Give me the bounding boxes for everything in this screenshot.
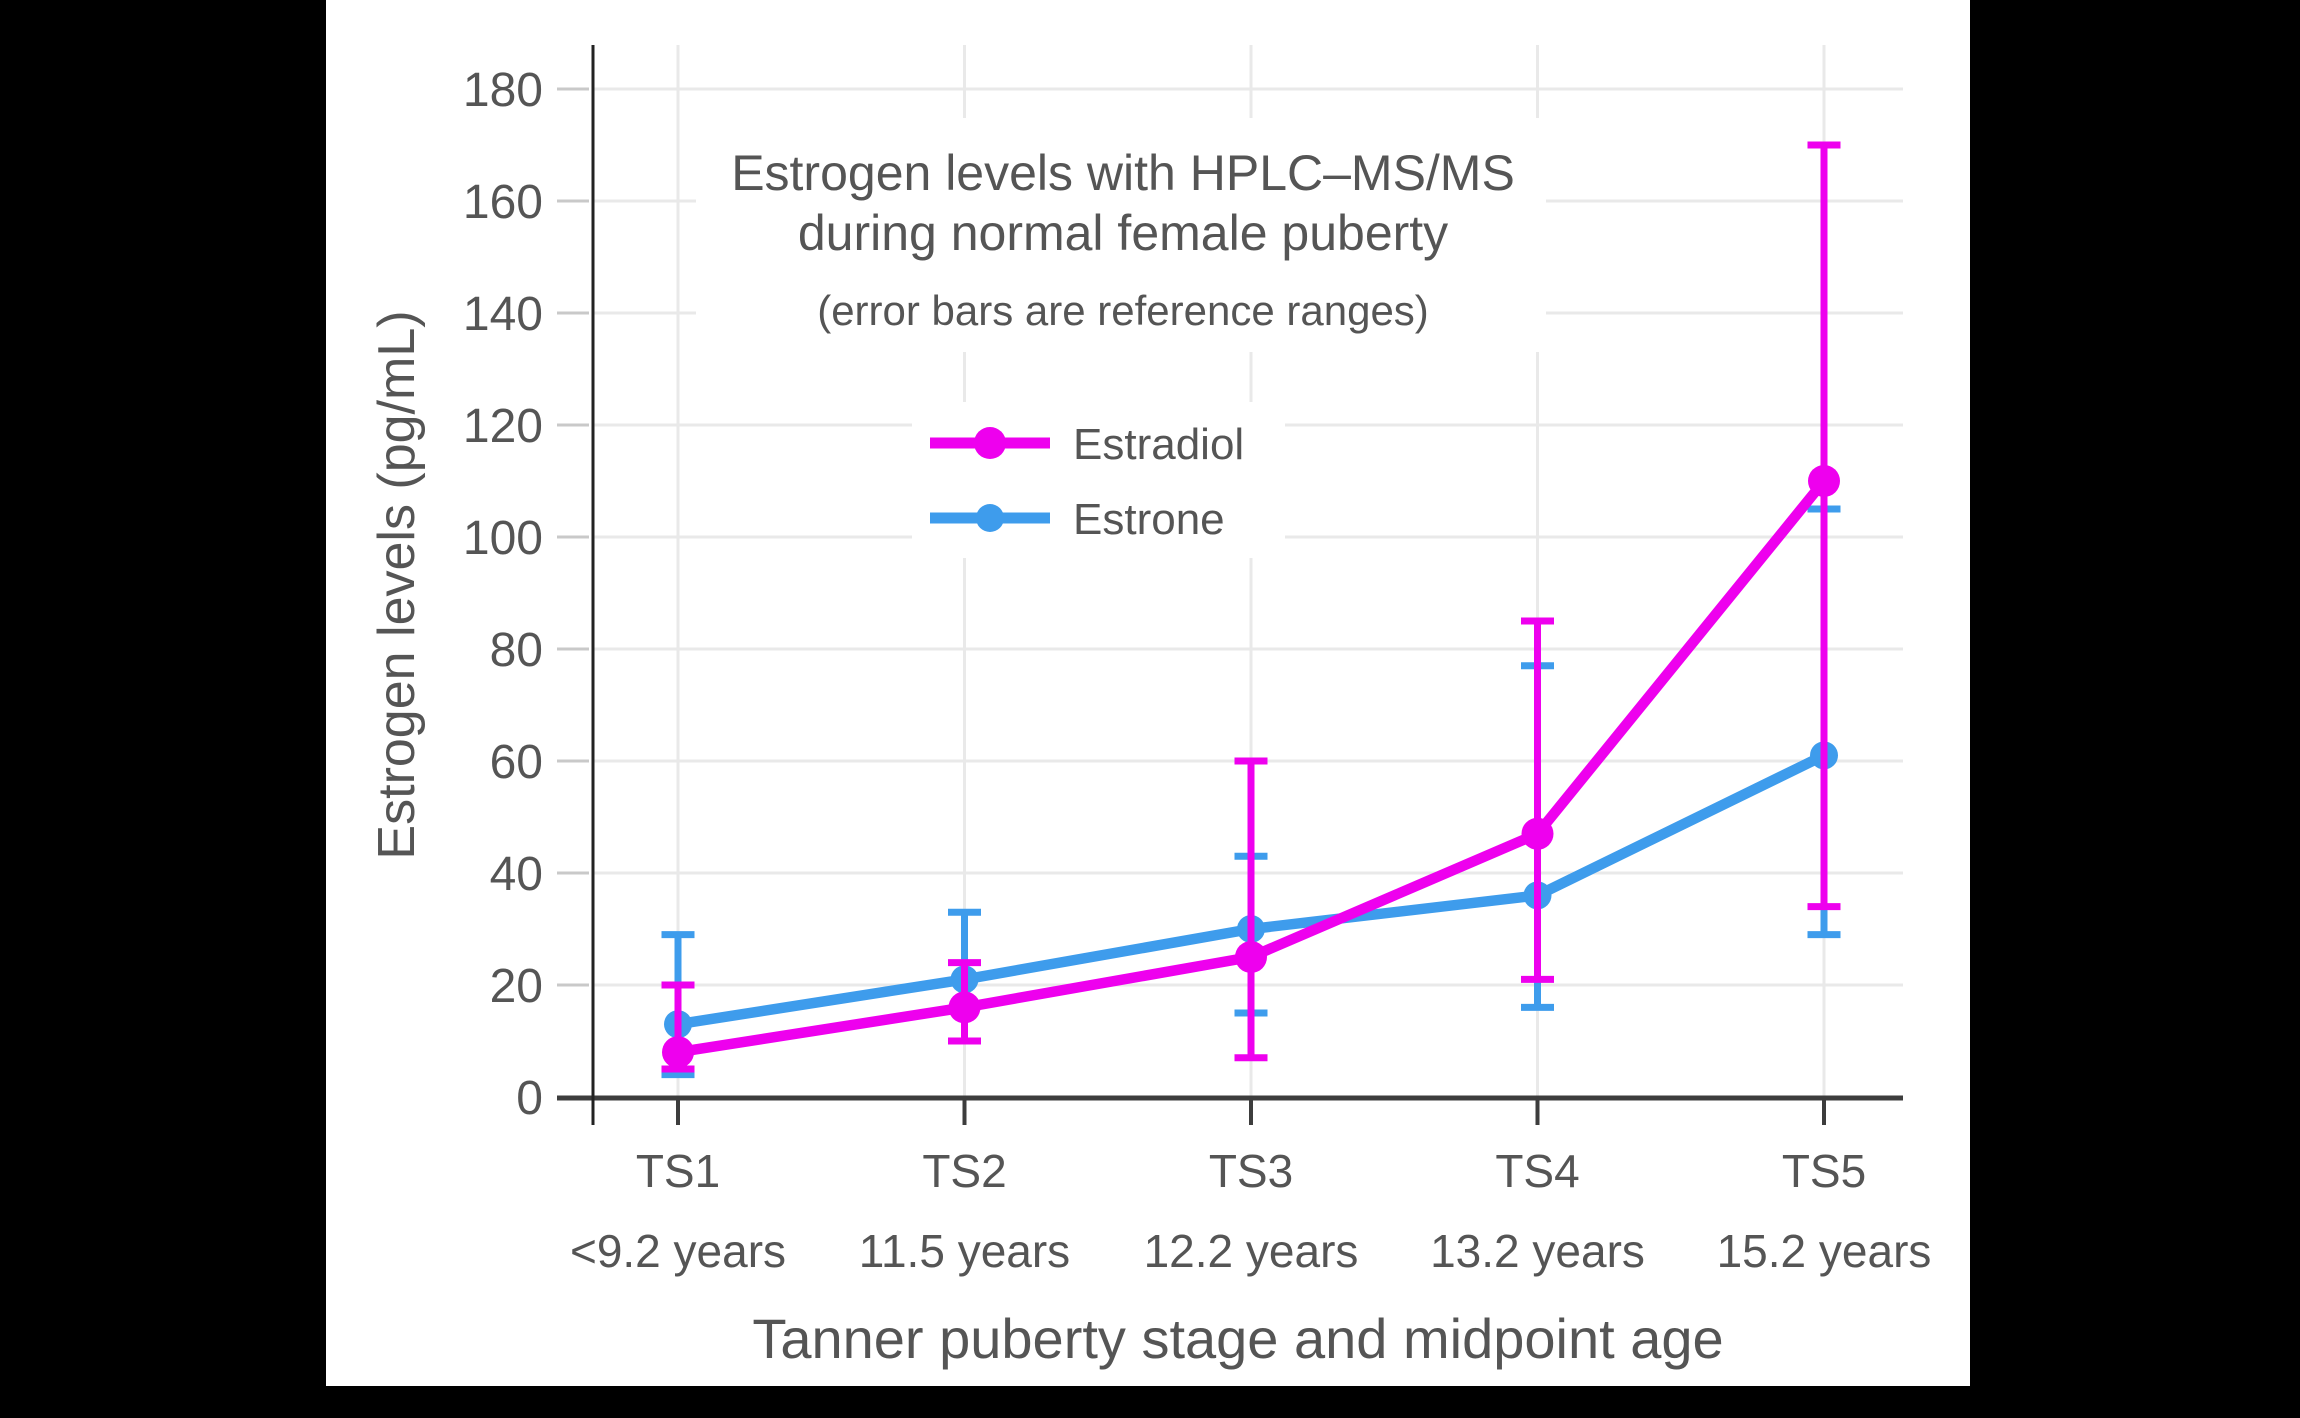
x-category-label: TS3 [1209, 1145, 1293, 1197]
legend-label: Estradiol [1073, 420, 1244, 469]
y-axis-title: Estrogen levels (pg/mL) [368, 310, 426, 859]
legend-background [912, 402, 1285, 558]
y-tick-label: 20 [490, 960, 543, 1013]
chart-subtitle: (error bars are reference ranges) [817, 287, 1429, 334]
y-tick-label: 0 [516, 1072, 543, 1125]
y-tick-label: 60 [490, 736, 543, 789]
legend-item-estradiol: Estradiol [930, 420, 1244, 469]
title-background [696, 118, 1546, 352]
label-background-layer [696, 118, 1546, 558]
series-layer [661, 141, 1841, 1079]
data-point [662, 1036, 694, 1069]
x-axis-title: Tanner puberty stage and midpoint age [752, 1307, 1723, 1370]
series-estradiol [661, 141, 1841, 1073]
data-point [1235, 941, 1267, 973]
chart-title-line-1: Estrogen levels with HPLC–MS/MS [731, 145, 1515, 201]
legend-marker [974, 427, 1006, 459]
data-point [948, 991, 981, 1024]
y-tick-label: 140 [463, 288, 543, 341]
x-category-label: TS5 [1782, 1145, 1866, 1197]
y-tick-label: 120 [463, 400, 543, 453]
line-chart: 0 20 40 60 80 100 120 140 160 180 TS1 TS2 TS3 TS4 TS5 <… [368, 45, 1931, 1370]
x-category-age-label: 11.5 years [859, 1225, 1070, 1277]
x-category-age-label: 12.2 years [1144, 1225, 1359, 1277]
axes-layer [557, 45, 1903, 1125]
tick-label-layer: 0 20 40 60 80 100 120 140 160 180 TS1 TS2 TS3 TS4 TS5 <… [463, 64, 1931, 1277]
legend: Estradiol Estrone [930, 420, 1244, 544]
legend-label: Estrone [1073, 495, 1225, 544]
chart-title-line-2: during normal female puberty [798, 205, 1448, 261]
x-category-age-label: <9.2 years [570, 1225, 786, 1277]
y-tick-label: 180 [463, 64, 543, 117]
x-category-age-label: 13.2 years [1430, 1225, 1645, 1277]
data-point [1521, 817, 1554, 850]
chart-figure: 0 20 40 60 80 100 120 140 160 180 TS1 TS2 TS3 TS4 TS5 <… [326, 0, 1970, 1386]
x-category-label: TS2 [922, 1145, 1006, 1197]
data-point [1808, 465, 1840, 497]
x-category-label: TS4 [1495, 1145, 1579, 1197]
legend-marker [976, 504, 1004, 532]
y-tick-label: 100 [463, 512, 543, 565]
legend-item-estrone: Estrone [930, 495, 1225, 544]
x-category-age-label: 15.2 years [1717, 1225, 1932, 1277]
y-tick-label: 40 [490, 848, 543, 901]
x-category-label: TS1 [636, 1145, 720, 1197]
y-tick-label: 160 [463, 176, 543, 229]
y-tick-label: 80 [490, 624, 543, 677]
